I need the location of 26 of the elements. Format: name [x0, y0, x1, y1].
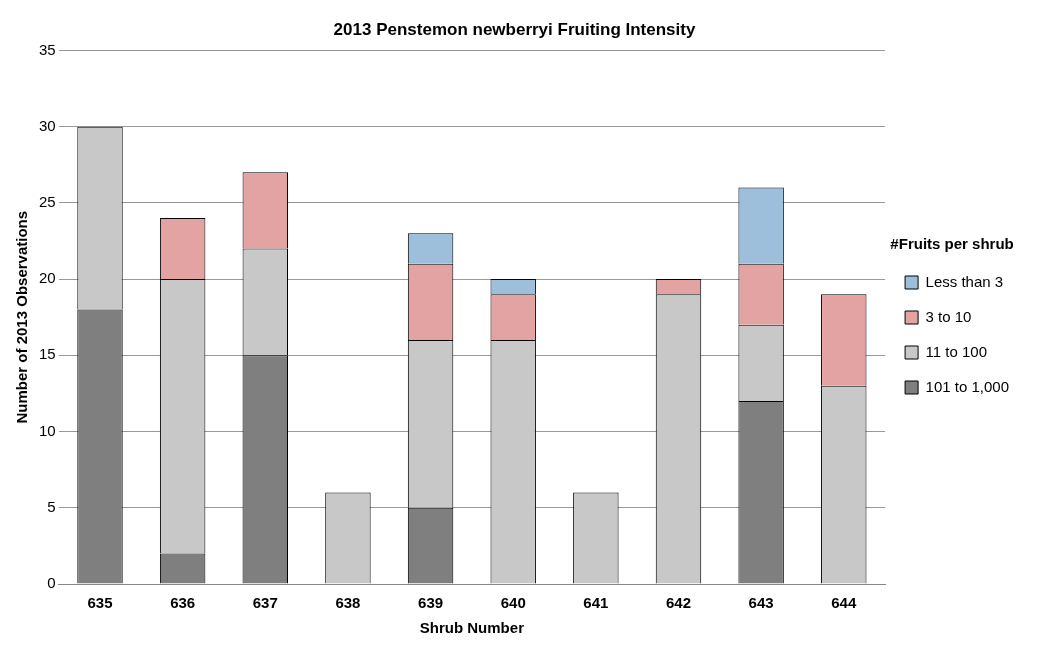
chart-title: 2013 Penstemon newberryi Fruiting Intensity — [333, 19, 696, 39]
y-tick-label: 5 — [47, 497, 56, 515]
legend-label: 11 to 100 — [925, 342, 988, 360]
x-tick-label: 639 — [418, 594, 444, 612]
x-tick-label: 635 — [87, 594, 113, 612]
y-tick-label: 0 — [47, 574, 56, 592]
y-tick-label: 25 — [39, 193, 56, 210]
y-tick-label: 35 — [39, 40, 56, 58]
legend-label: 3 to 10 — [925, 307, 972, 325]
x-tick-label: 643 — [748, 594, 774, 612]
x-tick-label: 641 — [583, 594, 609, 612]
x-axis-title: Shrub Number — [419, 619, 525, 637]
x-tick-label: 640 — [500, 594, 526, 612]
y-tick-label: 15 — [39, 345, 56, 363]
y-tick-label: 10 — [39, 421, 56, 439]
x-tick-label: 642 — [665, 594, 692, 612]
y-axis-title: Number of 2013 Observations — [13, 210, 31, 424]
legend-title: #Fruits per shrub — [890, 234, 1014, 252]
x-tick-label: 637 — [252, 594, 278, 612]
legend-label: 101 to 1,000 — [925, 377, 1010, 395]
x-tick-label: 638 — [335, 594, 361, 612]
y-tick-label: 30 — [39, 116, 56, 134]
legend-label: Less than 3 — [925, 272, 1004, 290]
y-tick-label: 20 — [39, 269, 56, 287]
x-tick-label: 644 — [831, 594, 857, 612]
x-tick-label: 636 — [170, 594, 196, 612]
